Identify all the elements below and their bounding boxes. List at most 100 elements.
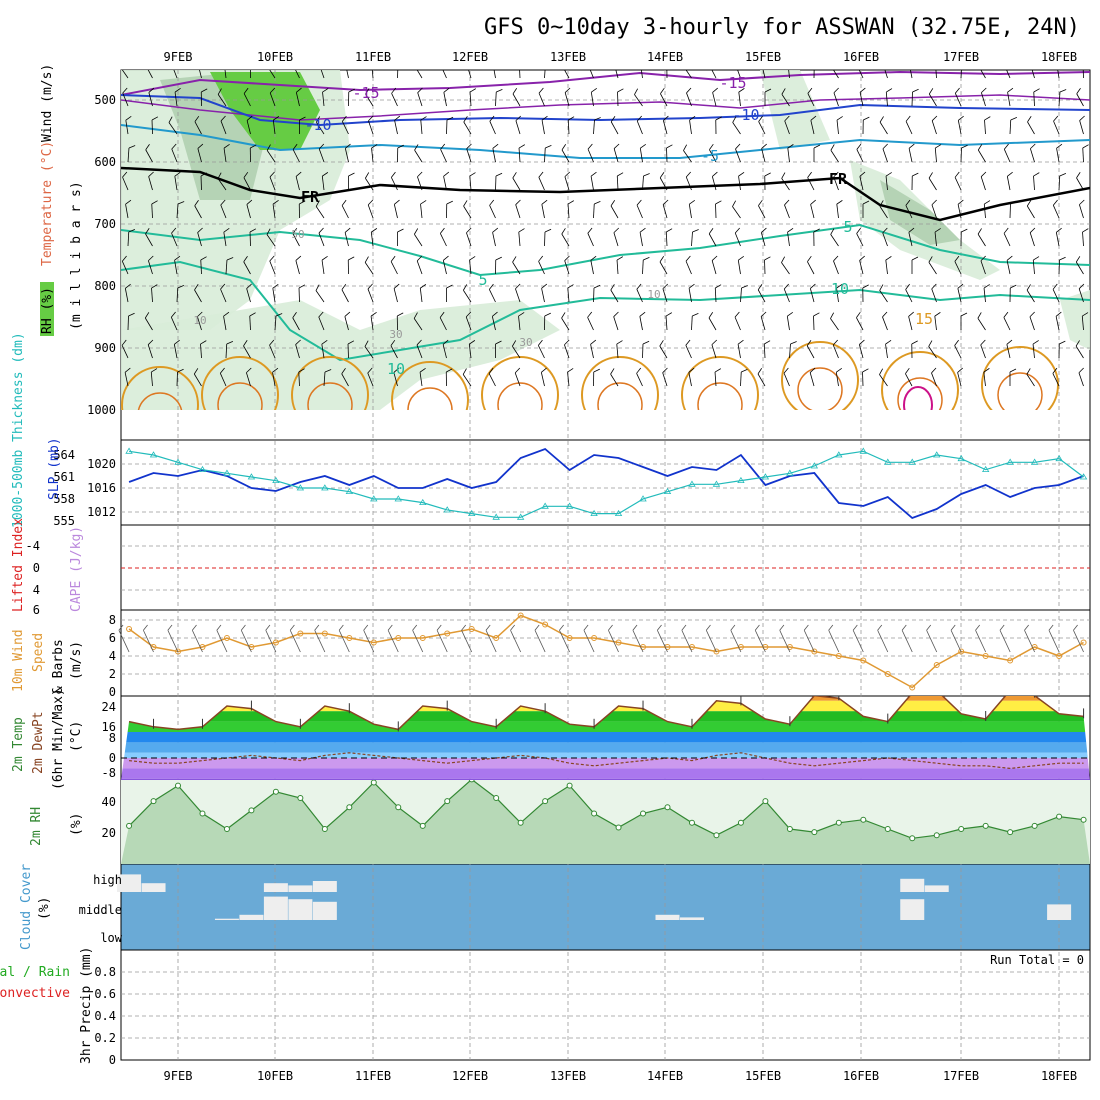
wind-barb bbox=[518, 312, 525, 331]
wind-barb bbox=[709, 143, 717, 163]
wind-barb-shaft bbox=[292, 233, 300, 247]
slp-thickness-lines bbox=[125, 447, 1088, 520]
rh-point bbox=[958, 826, 965, 832]
wind-barb-shaft bbox=[686, 92, 692, 107]
wind-barb bbox=[544, 70, 546, 79]
wind-barb bbox=[1076, 87, 1084, 107]
wind-barb-flag bbox=[636, 367, 642, 374]
wind-barb-flag bbox=[685, 255, 691, 262]
wind-barb-shaft bbox=[370, 316, 374, 331]
rh-point bbox=[542, 798, 549, 805]
wind-barb-flag bbox=[538, 339, 543, 346]
wind-barb bbox=[491, 311, 498, 331]
wind-barb bbox=[365, 172, 374, 191]
wind-speed-point bbox=[468, 626, 475, 632]
wind-barb bbox=[194, 115, 202, 135]
wind-barb bbox=[419, 368, 426, 387]
wind-barb-flag bbox=[734, 311, 740, 318]
wind-barb-flag bbox=[341, 283, 347, 290]
wind-barb bbox=[760, 227, 767, 247]
wind-barb bbox=[960, 70, 963, 79]
wind-barb-shaft bbox=[417, 176, 423, 191]
wind-barb-shaft bbox=[419, 372, 423, 387]
wind-barb-shaft bbox=[977, 149, 986, 163]
wind-barb-flag bbox=[194, 284, 199, 291]
wind-barb-shaft bbox=[593, 120, 595, 135]
wind-barb bbox=[567, 368, 574, 387]
isotherm-minus10 bbox=[121, 94, 1090, 127]
wind-barb bbox=[463, 116, 472, 135]
wind-barb-flag bbox=[833, 87, 839, 94]
wind-barb bbox=[616, 340, 623, 359]
wind-barb-flag bbox=[514, 367, 521, 374]
wind-barb-flag bbox=[144, 312, 150, 319]
wind-barb bbox=[691, 312, 699, 331]
wind-barb bbox=[538, 339, 545, 359]
wind-barb-flag bbox=[594, 200, 601, 205]
wind-barb bbox=[885, 172, 892, 191]
wind-barb-flag bbox=[541, 283, 548, 289]
wind-barb-shaft bbox=[318, 316, 325, 331]
wind-barb bbox=[1004, 70, 1011, 79]
wind-barb-shaft bbox=[957, 204, 962, 219]
wind-barb-flag bbox=[781, 88, 786, 95]
wind-barb-shaft bbox=[639, 316, 643, 331]
wind-barb-shaft bbox=[1078, 372, 1084, 387]
wind-barb bbox=[1056, 70, 1060, 79]
wind-barb-shaft bbox=[830, 234, 839, 247]
wind-barb-flag bbox=[128, 145, 136, 149]
cloud-high-bar bbox=[141, 883, 166, 892]
wind-barb-shaft bbox=[879, 374, 888, 387]
surface-wind-barb-flag bbox=[657, 624, 662, 631]
wind-barb-shaft bbox=[440, 233, 447, 247]
wind-barb-shaft bbox=[541, 120, 545, 135]
surface-wind-barb bbox=[754, 624, 766, 653]
cloud-middle-bar bbox=[288, 899, 313, 920]
wind-speed-point bbox=[126, 626, 133, 632]
wind-barb bbox=[911, 256, 919, 274]
wind-barb-flag bbox=[616, 340, 623, 345]
wind-barb-shaft bbox=[439, 317, 447, 331]
wind-barb bbox=[709, 70, 717, 79]
wind-barb bbox=[1030, 70, 1035, 79]
wind-barb-flag bbox=[272, 200, 279, 205]
wind-barb-flag bbox=[246, 367, 252, 373]
wind-barb-shaft bbox=[147, 344, 153, 359]
wind-barb-flag bbox=[197, 143, 204, 149]
wind-barb bbox=[879, 368, 888, 387]
wind-barb bbox=[417, 171, 423, 191]
wind-barb bbox=[151, 284, 158, 303]
wind-barb-shaft bbox=[463, 290, 472, 303]
wind-barb-flag bbox=[118, 61, 125, 67]
wind-barb-flag bbox=[538, 87, 544, 94]
wind-barb-shaft bbox=[243, 345, 251, 359]
thickness-point bbox=[1055, 454, 1063, 462]
wind-barb bbox=[243, 171, 251, 191]
isotherm-15-cell bbox=[581, 356, 659, 410]
wind-barb-flag bbox=[197, 60, 204, 64]
wind-barb-shaft bbox=[223, 70, 227, 79]
temp-band bbox=[121, 758, 1090, 769]
wind-barb bbox=[616, 172, 624, 191]
wind-barb bbox=[691, 229, 699, 247]
thickness-point bbox=[737, 476, 745, 484]
cloud-middle-bar bbox=[1047, 904, 1072, 920]
wind-barb bbox=[1029, 227, 1036, 247]
wind-barb bbox=[364, 256, 374, 275]
wind-barb bbox=[781, 256, 790, 275]
wind-barb-flag bbox=[344, 227, 351, 233]
thickness-point bbox=[370, 495, 378, 502]
wind-barb-flag bbox=[1029, 311, 1035, 318]
wind-barb-flag bbox=[492, 143, 499, 149]
wind-barb-flag bbox=[905, 367, 910, 374]
wind-barb-flag bbox=[856, 143, 862, 150]
wind-barb-flag bbox=[983, 368, 990, 373]
surface-wind-barb bbox=[950, 624, 962, 653]
wind-barb-shaft bbox=[171, 232, 178, 247]
wind-barb-flag bbox=[1059, 172, 1067, 177]
wind-barb-shaft bbox=[541, 288, 545, 303]
surface-wind-barb-shaft bbox=[828, 630, 840, 653]
temp-band bbox=[121, 742, 1090, 753]
wind-barb bbox=[879, 116, 888, 135]
wind-barb bbox=[659, 171, 668, 191]
